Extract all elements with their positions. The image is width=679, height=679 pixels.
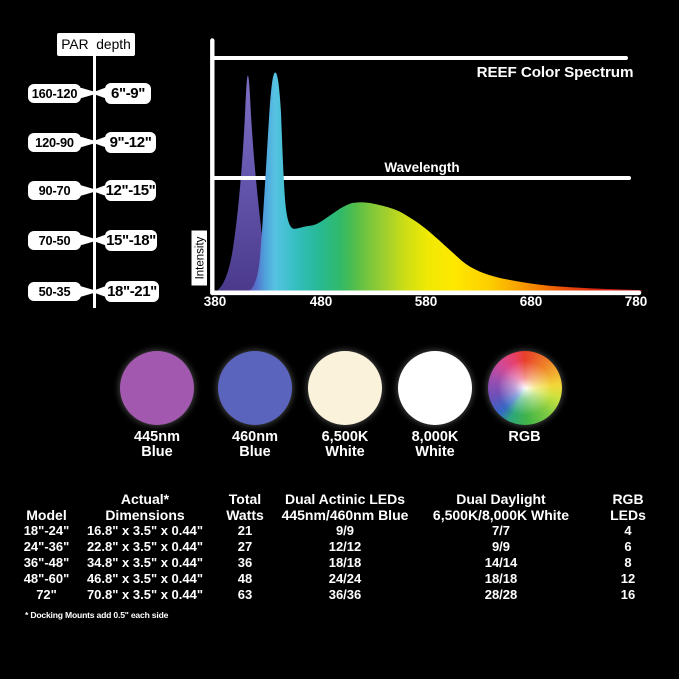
svg-text:REEF Color Spectrum: REEF Color Spectrum bbox=[477, 64, 634, 81]
svg-text:580: 580 bbox=[415, 294, 438, 309]
svg-text:Wavelength: Wavelength bbox=[384, 160, 459, 175]
svg-text:380: 380 bbox=[204, 294, 227, 309]
svg-text:780: 780 bbox=[625, 294, 648, 309]
svg-text:680: 680 bbox=[520, 294, 543, 309]
svg-text:Intensity: Intensity bbox=[195, 236, 207, 279]
svg-text:480: 480 bbox=[310, 294, 333, 309]
